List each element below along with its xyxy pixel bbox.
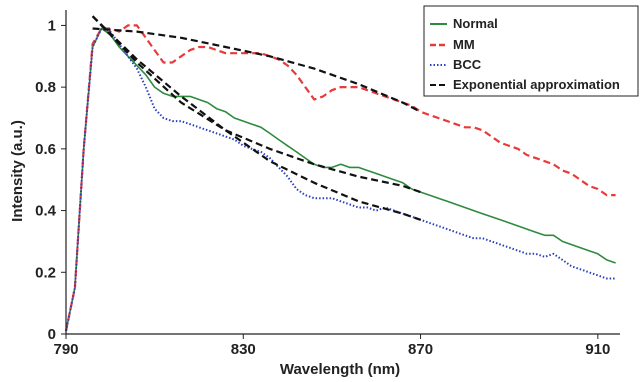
y-tick-label: 0.2: [35, 264, 56, 281]
series-bcc-line: [65, 27, 616, 332]
legend-label-bcc: BCC: [453, 57, 482, 72]
x-tick-label: 870: [408, 341, 433, 358]
ticks: 790 830 870 910 0 0.2 0.4 0.6 0.8 1: [35, 17, 610, 358]
y-tick-label: 1: [48, 17, 56, 34]
x-tick-label: 910: [585, 341, 610, 358]
series-exponential-approximation-line: [91, 15, 421, 221]
y-tick-label: 0.4: [35, 203, 57, 220]
series-exponential-approximation-line: [91, 15, 421, 194]
series-normal-line: [65, 27, 616, 332]
x-axis-title: Wavelength (nm): [280, 361, 400, 378]
legend-label-exponential: Exponential approximation: [453, 77, 620, 92]
legend-label-normal: Normal: [453, 16, 498, 31]
y-axis-title: Intensity (a.u.): [9, 120, 26, 222]
y-tick-label: 0.8: [35, 79, 56, 96]
y-tick-label: 0: [48, 326, 56, 343]
series-mm-line: [64, 24, 616, 332]
legend-label-mm: MM: [453, 37, 475, 52]
axes: [65, 10, 620, 335]
y-tick-label: 0.6: [35, 141, 56, 158]
legend: Normal MM BCC Exponential approximation: [423, 5, 639, 97]
plot-area: [64, 15, 616, 332]
x-tick-label: 790: [53, 341, 78, 358]
series-exponential-approximation-line: [92, 27, 422, 113]
x-tick-label: 830: [231, 341, 256, 358]
legend-box: [423, 5, 639, 97]
